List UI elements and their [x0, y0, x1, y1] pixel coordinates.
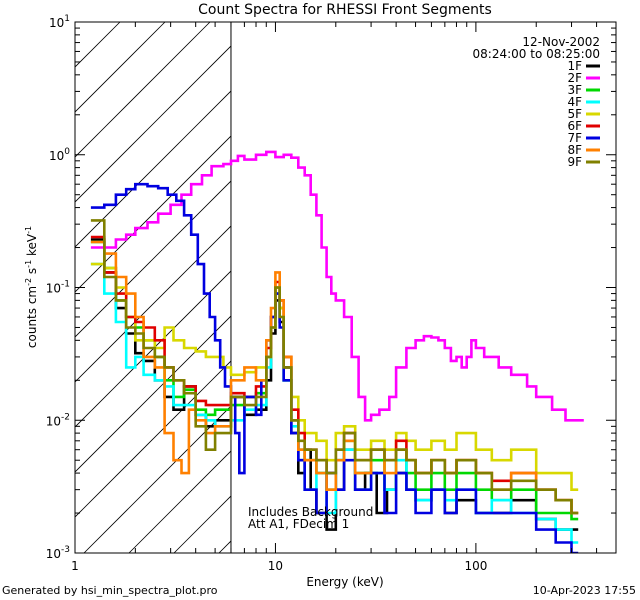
legend-label-6f: 6F [567, 119, 582, 133]
y-axis-label: counts cm-2 s-1 keV-1 [24, 226, 39, 348]
hatch-line [75, 225, 231, 383]
hatch-line [75, 270, 231, 428]
y-tick-label: 101 [49, 14, 70, 30]
y-tick-exponent: -2 [61, 412, 70, 422]
series-line-9f [90, 219, 579, 515]
series-line-2f [90, 150, 584, 422]
y-tick-base: 10 [46, 414, 61, 428]
hatch-line [75, 90, 231, 248]
y-axis-label-exp-3: -1 [24, 226, 33, 234]
y-tick-label: 10-2 [46, 412, 70, 428]
y-tick-exponent: 1 [64, 14, 70, 24]
hatch-line [75, 45, 231, 203]
x-tick-labels: 1 10 100 [71, 559, 487, 573]
y-tick-base: 10 [49, 149, 64, 163]
legend-label-3f: 3F [567, 83, 582, 97]
annotation-background: Includes Background [248, 505, 373, 519]
y-tick-label: 100 [49, 147, 70, 163]
legend-label-9f: 9F [567, 155, 582, 169]
y-tick-label: 10-3 [46, 545, 70, 561]
legend-label-4f: 4F [567, 95, 582, 109]
footer-timestamp: 10-Apr-2023 17:55 [533, 584, 636, 597]
y-axis-label-unit-3: keV [25, 233, 39, 260]
hatch-line [75, 22, 211, 158]
x-tick-label: 1 [71, 559, 79, 573]
hatch-line [83, 405, 231, 553]
y-axis-label-unit-1: counts cm [25, 286, 39, 348]
legend-label-8f: 8F [567, 143, 582, 157]
y-tick-base: 10 [46, 282, 61, 296]
y-tick-label: 10-1 [46, 280, 70, 296]
y-tick-exponent: -3 [61, 545, 70, 555]
y-axis-label-exp-1: -2 [24, 278, 33, 286]
y-axis-label-unit-2: s [25, 268, 39, 278]
x-tick-label: 100 [464, 559, 487, 573]
date-label: 12-Nov-2002 [522, 35, 600, 49]
time-range-label: 08:24:00 to 08:25:00 [473, 47, 600, 61]
chart-title: Count Spectra for RHESSI Front Segments [198, 2, 492, 18]
y-tick-base: 10 [46, 547, 61, 561]
hatch-line [128, 450, 231, 553]
footer-generated-by: Generated by hsi_min_spectra_plot.pro [2, 584, 218, 597]
y-tick-base: 10 [49, 16, 64, 30]
annotation-attenuator: Att A1, FDecim 1 [248, 517, 349, 531]
y-tick-exponent: -1 [61, 280, 70, 290]
x-tick-label: 10 [268, 559, 283, 573]
hatch-line [75, 22, 166, 113]
x-axis-label: Energy (keV) [306, 575, 383, 589]
axis-ticks [74, 21, 617, 554]
hatch-line [75, 360, 231, 518]
hatch-line [75, 315, 231, 473]
legend-label-2f: 2F [567, 71, 582, 85]
y-axis-label-exp-2: -1 [24, 260, 33, 268]
legend-label-7f: 7F [567, 131, 582, 145]
series-line-7f [90, 182, 579, 553]
legend-label-5f: 5F [567, 107, 582, 121]
hatch-line [624, 22, 640, 553]
legend-label-1f: 1F [567, 59, 582, 73]
series-layer [90, 150, 584, 553]
y-tick-exponent: 0 [64, 147, 70, 157]
